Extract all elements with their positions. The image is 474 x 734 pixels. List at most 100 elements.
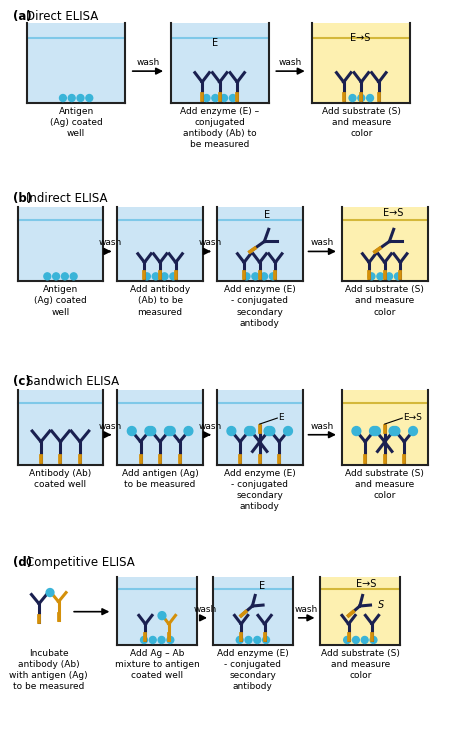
Bar [320, 577, 401, 645]
Bar [117, 577, 197, 645]
Text: Add Ag – Ab
mixture to antigen
coated well: Add Ag – Ab mixture to antigen coated we… [115, 649, 200, 680]
Text: wash: wash [136, 58, 160, 67]
Text: wash: wash [279, 58, 302, 67]
Circle shape [368, 273, 375, 280]
Text: E: E [212, 37, 218, 48]
Circle shape [361, 636, 368, 644]
Circle shape [212, 95, 219, 101]
Circle shape [358, 95, 365, 101]
Text: E→S: E→S [349, 33, 370, 43]
Circle shape [158, 636, 165, 644]
Circle shape [77, 95, 84, 101]
Circle shape [227, 426, 236, 435]
Circle shape [53, 273, 60, 280]
Text: Direct ELISA: Direct ELISA [26, 10, 99, 23]
Circle shape [391, 426, 400, 435]
Circle shape [62, 273, 68, 280]
Circle shape [184, 426, 193, 435]
Text: Antigen
(Ag) coated
well: Antigen (Ag) coated well [34, 286, 87, 316]
Circle shape [44, 273, 51, 280]
Circle shape [128, 426, 136, 435]
Text: Add enzyme (E)
- conjugated
secondary
antibody: Add enzyme (E) - conjugated secondary an… [217, 649, 289, 691]
Text: wash: wash [193, 605, 217, 614]
Text: Add enzyme (E)
- conjugated
secondary
antibody: Add enzyme (E) - conjugated secondary an… [224, 286, 296, 327]
Circle shape [349, 95, 356, 101]
Text: E→S: E→S [356, 578, 377, 589]
Text: Indirect ELISA: Indirect ELISA [26, 192, 108, 205]
Circle shape [264, 426, 273, 435]
Text: Add enzyme (E)
- conjugated
secondary
antibody: Add enzyme (E) - conjugated secondary an… [224, 468, 296, 511]
Circle shape [243, 273, 250, 280]
Circle shape [152, 273, 159, 280]
Bar [117, 206, 203, 281]
Text: E: E [264, 210, 270, 219]
Text: wash: wash [198, 239, 221, 247]
Text: wash: wash [295, 605, 318, 614]
Circle shape [283, 426, 292, 435]
Text: Add enzyme (E) –
conjugated
antibody (Ab) to
be measured: Add enzyme (E) – conjugated antibody (Ab… [180, 107, 259, 149]
Text: (d): (d) [13, 556, 32, 570]
Circle shape [352, 426, 361, 435]
Text: wash: wash [310, 239, 334, 247]
Circle shape [370, 636, 377, 644]
Text: wash: wash [198, 422, 221, 431]
Circle shape [254, 636, 261, 644]
Text: Add substrate (S)
and measure
color: Add substrate (S) and measure color [345, 468, 424, 500]
Circle shape [144, 273, 150, 280]
Bar [117, 390, 203, 465]
Circle shape [60, 95, 66, 101]
Circle shape [141, 636, 147, 644]
Circle shape [46, 589, 54, 597]
Text: wash: wash [99, 422, 122, 431]
Circle shape [147, 426, 155, 435]
Text: E: E [278, 413, 284, 421]
Bar [312, 23, 410, 103]
Circle shape [252, 273, 259, 280]
Circle shape [167, 636, 174, 644]
Bar [27, 23, 125, 103]
Text: (c): (c) [13, 375, 30, 388]
Circle shape [344, 636, 351, 644]
Circle shape [263, 636, 270, 644]
Circle shape [245, 636, 252, 644]
Circle shape [370, 426, 378, 435]
Bar [342, 206, 428, 281]
Text: Incubate
antibody (Ab)
with antigen (Ag)
to be measured: Incubate antibody (Ab) with antigen (Ag)… [9, 649, 88, 691]
Circle shape [229, 95, 236, 101]
Circle shape [367, 95, 374, 101]
Text: Add substrate (S)
and measure
color: Add substrate (S) and measure color [321, 649, 400, 680]
Bar [213, 577, 293, 645]
Text: Add substrate (S)
and measure
color: Add substrate (S) and measure color [322, 107, 401, 138]
Circle shape [145, 426, 154, 435]
Text: S: S [378, 600, 384, 610]
Circle shape [353, 636, 359, 644]
Circle shape [161, 273, 168, 280]
Circle shape [386, 273, 392, 280]
Bar [342, 390, 428, 465]
Circle shape [270, 273, 276, 280]
Text: Competitive ELISA: Competitive ELISA [26, 556, 135, 570]
Circle shape [409, 426, 418, 435]
Circle shape [164, 426, 173, 435]
Circle shape [389, 426, 398, 435]
Bar [217, 390, 303, 465]
Text: wash: wash [99, 239, 122, 247]
Circle shape [70, 273, 77, 280]
Circle shape [68, 95, 75, 101]
Text: Add antibody
(Ab) to be
measured: Add antibody (Ab) to be measured [130, 286, 190, 316]
Text: Add antigen (Ag)
to be measured: Add antigen (Ag) to be measured [122, 468, 199, 489]
Text: Sandwich ELISA: Sandwich ELISA [26, 375, 119, 388]
Circle shape [158, 611, 166, 619]
Text: Antigen
(Ag) coated
well: Antigen (Ag) coated well [50, 107, 102, 138]
Circle shape [203, 95, 210, 101]
Circle shape [149, 636, 156, 644]
Text: E→S: E→S [403, 413, 422, 421]
Circle shape [261, 273, 267, 280]
Bar [217, 206, 303, 281]
Circle shape [221, 95, 228, 101]
Bar [18, 206, 103, 281]
Circle shape [394, 273, 401, 280]
Bar [18, 390, 103, 465]
Circle shape [266, 426, 275, 435]
Circle shape [170, 273, 177, 280]
